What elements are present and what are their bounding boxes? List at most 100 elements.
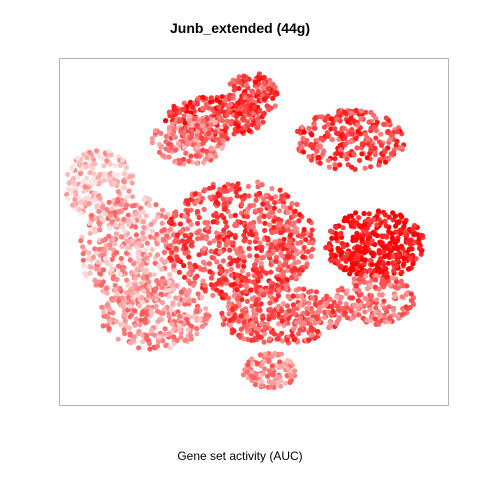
cell-point <box>171 263 177 269</box>
cell-point <box>356 288 362 294</box>
cell-point <box>308 332 314 338</box>
cell-point <box>136 345 142 351</box>
cell-point <box>387 282 393 288</box>
cell-point <box>244 313 250 319</box>
cell-point <box>219 145 225 151</box>
cell-point <box>146 293 152 299</box>
cell-point <box>299 124 305 130</box>
cell-point <box>106 233 112 239</box>
cell-point <box>313 289 319 295</box>
cell-point <box>163 118 169 124</box>
cell-point <box>296 218 302 224</box>
cell-point <box>166 293 172 300</box>
cell-point <box>276 321 282 327</box>
cell-point <box>246 128 252 134</box>
cell-point <box>111 171 117 177</box>
cell-point <box>280 203 286 209</box>
cell-point <box>100 288 106 294</box>
cell-point <box>214 230 220 236</box>
cell-point <box>226 230 232 236</box>
cell-point <box>393 223 399 229</box>
cell-point <box>158 291 164 297</box>
cell-point <box>221 227 227 233</box>
cell-point <box>274 282 280 288</box>
cell-point <box>315 328 321 335</box>
cell-point <box>408 297 414 303</box>
cell-point <box>252 325 259 331</box>
cell-point <box>66 180 72 186</box>
cell-point <box>253 93 259 99</box>
cell-point <box>280 253 286 259</box>
cell-point <box>83 163 89 169</box>
cell-point <box>284 277 290 283</box>
cell-point <box>300 149 307 155</box>
cell-point <box>86 193 92 199</box>
cell-point <box>89 181 95 187</box>
cell-point <box>348 213 355 219</box>
cell-point <box>87 239 93 245</box>
cell-point <box>315 143 321 149</box>
cell-point <box>258 301 264 307</box>
cell-point <box>394 129 401 135</box>
cell-point <box>134 266 140 272</box>
plot-frame <box>59 58 449 406</box>
cell-point <box>264 200 270 206</box>
cell-point <box>234 272 240 278</box>
cell-point <box>342 152 348 158</box>
cell-point <box>117 285 123 291</box>
cell-point <box>303 237 309 243</box>
cell-point <box>321 314 328 320</box>
cell-point <box>365 136 371 142</box>
cell-point <box>134 292 140 298</box>
cell-point <box>359 265 365 271</box>
cell-point <box>301 226 307 233</box>
cell-point <box>254 288 260 294</box>
cell-point <box>152 260 158 266</box>
cell-point <box>119 243 125 250</box>
cell-point <box>153 303 159 309</box>
cell-point <box>155 252 161 258</box>
cell-point <box>299 145 305 151</box>
cell-point <box>387 137 393 143</box>
cell-point <box>382 314 388 321</box>
cell-point <box>181 156 187 162</box>
cell-point <box>299 249 305 255</box>
cell-point <box>200 105 206 112</box>
cell-point <box>97 227 103 233</box>
cell-point <box>361 303 367 309</box>
cell-point <box>141 224 147 231</box>
cell-point <box>335 287 341 293</box>
cell-point <box>326 164 332 170</box>
cell-point <box>146 202 152 208</box>
cell-point <box>405 266 412 272</box>
cell-point <box>329 304 335 310</box>
cell-point <box>73 189 79 195</box>
cell-point <box>275 336 281 342</box>
cell-point <box>196 214 202 221</box>
cell-point <box>254 253 260 259</box>
cell-point <box>222 206 228 212</box>
cell-point <box>204 225 210 231</box>
cell-point <box>354 230 360 236</box>
cell-point <box>220 321 226 327</box>
cell-point <box>182 297 188 304</box>
cell-point <box>374 222 380 228</box>
cell-point <box>198 135 204 141</box>
cell-point <box>186 254 192 260</box>
cell-point <box>159 285 165 291</box>
cell-point <box>259 268 266 274</box>
cell-point <box>277 187 283 193</box>
cell-point <box>351 302 357 308</box>
cell-point <box>392 284 398 290</box>
cell-point <box>194 308 200 314</box>
cell-point <box>385 260 391 266</box>
cell-point <box>156 263 162 269</box>
cell-point <box>93 250 99 256</box>
cell-point <box>208 95 214 101</box>
cell-point <box>345 119 351 125</box>
cell-point <box>255 270 261 276</box>
cell-point <box>65 195 71 201</box>
cell-point <box>112 241 118 247</box>
cell-point <box>320 137 326 143</box>
cell-point <box>327 319 333 326</box>
